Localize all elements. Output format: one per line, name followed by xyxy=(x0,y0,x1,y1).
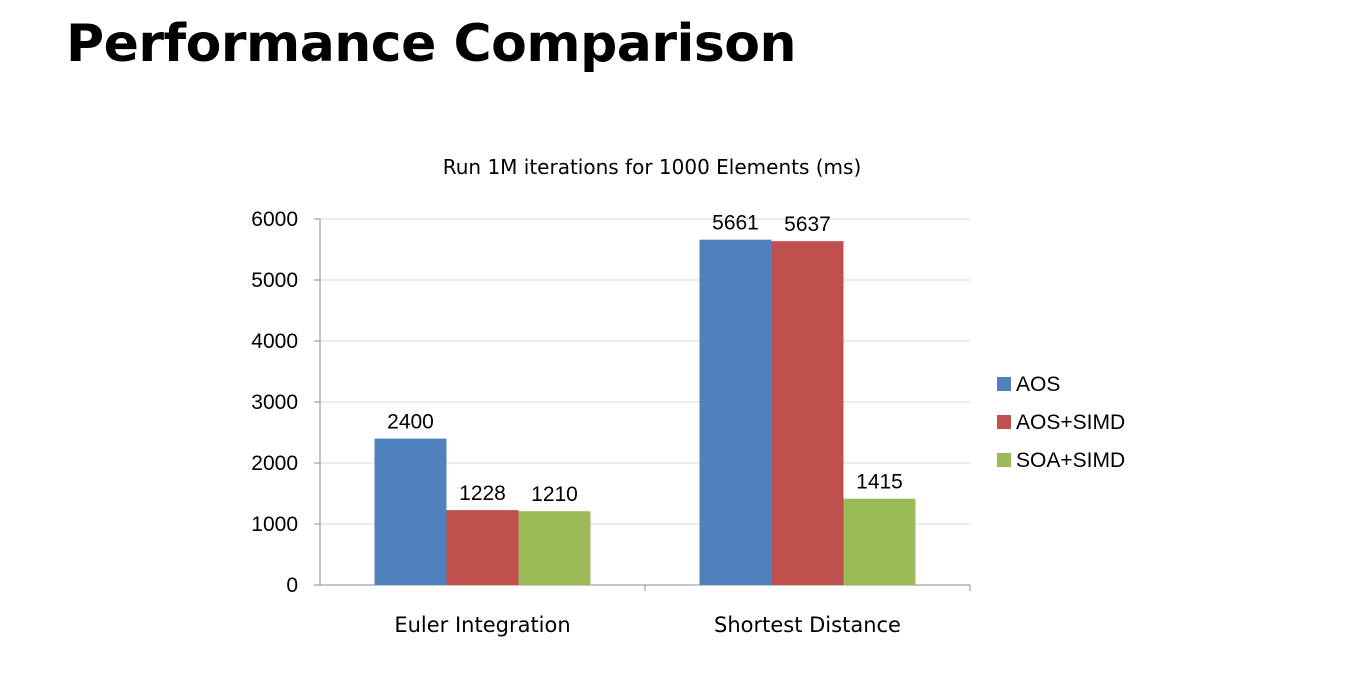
bar xyxy=(843,498,916,585)
axes: 0 1000 2000 3000 4000 5000 6000 Euler Integrati… xyxy=(251,208,971,637)
legend-swatch xyxy=(997,377,1011,391)
bar xyxy=(518,511,591,585)
legend: AOS AOS+SIMD SOA+SIMD xyxy=(997,373,1125,472)
data-label: 1415 xyxy=(856,471,903,494)
y-tick-label: 2000 xyxy=(251,452,298,475)
y-tick-label: 4000 xyxy=(251,330,298,353)
y-tick-label: 1000 xyxy=(251,513,298,536)
legend-swatch xyxy=(997,415,1011,429)
bar xyxy=(374,438,447,585)
bar xyxy=(771,241,844,585)
data-label: 1210 xyxy=(531,483,578,506)
y-tick-label: 0 xyxy=(286,574,298,597)
legend-label: AOS+SIMD xyxy=(1016,411,1125,434)
bar xyxy=(699,239,772,585)
chart-title: Run 1M iterations for 1000 Elements (ms) xyxy=(443,155,862,179)
bars xyxy=(374,239,916,585)
bar xyxy=(446,510,519,585)
legend-label: SOA+SIMD xyxy=(1016,449,1125,472)
x-category-label: Euler Integration xyxy=(394,613,570,637)
legend-label: AOS xyxy=(1016,373,1060,396)
legend-swatch xyxy=(997,453,1011,467)
data-label: 5661 xyxy=(712,212,759,235)
data-labels: 2400 1228 1210 5661 5637 1415 xyxy=(387,212,903,507)
y-tick-label: 6000 xyxy=(251,208,298,231)
x-category-label: Shortest Distance xyxy=(714,613,901,637)
data-label: 5637 xyxy=(784,213,831,236)
slide-title: Performance Comparison xyxy=(66,14,797,74)
data-label: 2400 xyxy=(387,411,434,434)
y-tick-label: 3000 xyxy=(251,391,298,414)
data-label: 1228 xyxy=(459,482,506,505)
y-tick-label: 5000 xyxy=(251,269,298,292)
